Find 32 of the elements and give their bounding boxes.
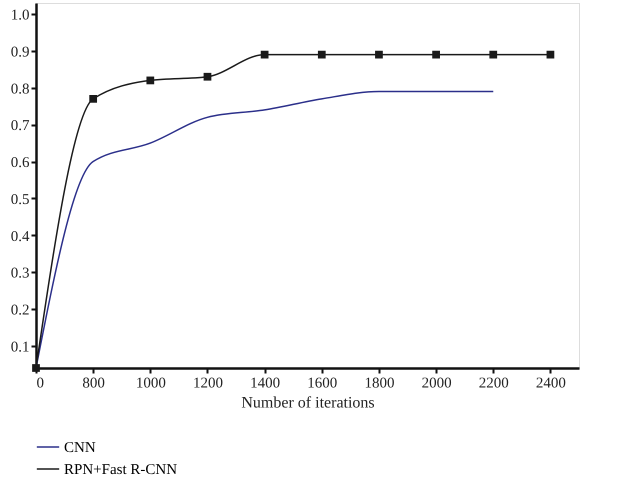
y-tick-label: 0.8 [10, 81, 30, 98]
x-tick-label: 800 [82, 376, 105, 392]
x-tick-label: 1800 [364, 376, 394, 392]
point [146, 76, 154, 84]
x-tick-label: 2000 [422, 376, 452, 392]
x-tick-label: 1200 [192, 376, 223, 392]
y-tick-label: 0.6 [10, 155, 30, 172]
x-axis-title: Number of iterations [241, 394, 375, 412]
y-tick-label: 0.5 [10, 192, 30, 208]
legend-label: CNN [64, 440, 96, 456]
point [432, 50, 440, 58]
x-tick-label: 1000 [136, 376, 166, 392]
y-tick-label: 0.7 [10, 118, 30, 134]
point [89, 94, 98, 103]
point [546, 50, 554, 58]
point [318, 50, 326, 58]
legend-label: RPN+Fast R-CNN [64, 462, 178, 478]
point [260, 50, 269, 58]
y-tick-label: 0.2 [10, 302, 30, 319]
y-tick-label: 0.1 [10, 339, 30, 356]
point [204, 72, 212, 81]
x-tick-label: 2400 [536, 376, 566, 392]
x-tick-label: 1400 [250, 376, 280, 392]
y-tick-label: 0.4 [10, 228, 30, 245]
x-tick-label: 0 [36, 376, 44, 392]
y-tick-label: 0.9 [10, 44, 30, 60]
point [375, 50, 383, 58]
y-tick-label: 0.3 [10, 266, 30, 282]
point [489, 50, 498, 58]
x-tick-label: 1600 [307, 376, 338, 392]
y-tick-label: 1.0 [10, 8, 30, 24]
x-tick-label: 2200 [478, 376, 509, 392]
